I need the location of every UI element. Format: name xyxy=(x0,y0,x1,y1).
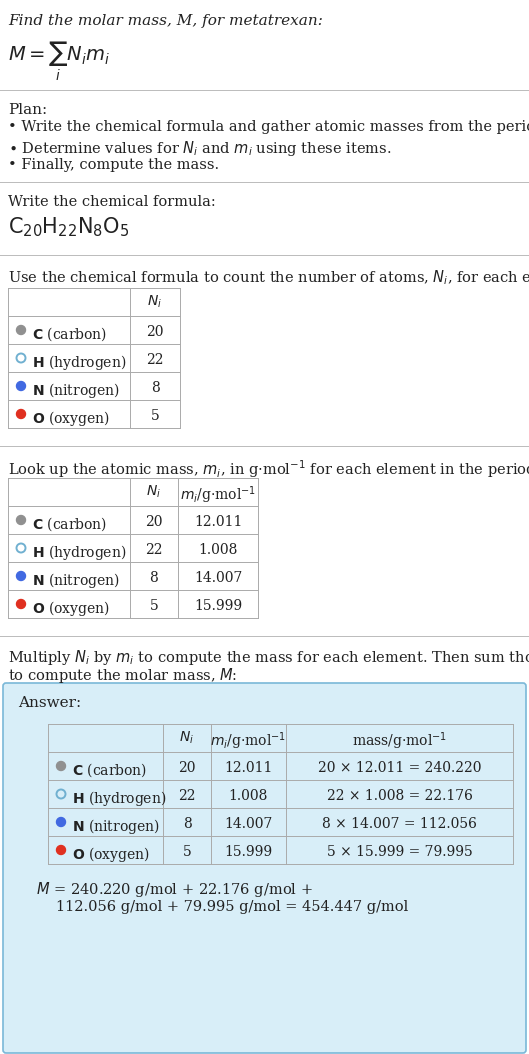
Text: $\bf{O}$ (oxygen): $\bf{O}$ (oxygen) xyxy=(32,409,110,428)
Text: 5: 5 xyxy=(183,845,191,859)
Text: • Finally, compute the mass.: • Finally, compute the mass. xyxy=(8,158,219,172)
Text: $N_i$: $N_i$ xyxy=(147,484,161,501)
Text: 1.008: 1.008 xyxy=(229,789,268,803)
Circle shape xyxy=(57,818,66,826)
Text: 15.999: 15.999 xyxy=(194,599,242,613)
Text: $\bf{N}$ (nitrogen): $\bf{N}$ (nitrogen) xyxy=(32,571,120,590)
Text: Find the molar mass, M, for metatrexan:: Find the molar mass, M, for metatrexan: xyxy=(8,14,323,28)
Text: $M$ = 240.220 g/mol + 22.176 g/mol +: $M$ = 240.220 g/mol + 22.176 g/mol + xyxy=(36,880,313,899)
Text: 22: 22 xyxy=(146,353,164,367)
Text: Look up the atomic mass, $m_i$, in g$\cdot$mol$^{-1}$ for each element in the pe: Look up the atomic mass, $m_i$, in g$\cd… xyxy=(8,458,529,480)
Text: $\bf{N}$ (nitrogen): $\bf{N}$ (nitrogen) xyxy=(32,380,120,401)
Text: $\bf{H}$ (hydrogen): $\bf{H}$ (hydrogen) xyxy=(32,353,126,372)
Text: Write the chemical formula:: Write the chemical formula: xyxy=(8,195,216,209)
Text: $\bf{H}$ (hydrogen): $\bf{H}$ (hydrogen) xyxy=(32,543,126,562)
Text: 8: 8 xyxy=(150,571,158,585)
Text: 12.011: 12.011 xyxy=(224,761,272,775)
Text: $m_i$/g$\cdot$mol$^{-1}$: $m_i$/g$\cdot$mol$^{-1}$ xyxy=(180,484,256,506)
Circle shape xyxy=(16,600,25,608)
Circle shape xyxy=(57,761,66,770)
Text: $\bf{C}$ (carbon): $\bf{C}$ (carbon) xyxy=(72,761,147,779)
Text: 8: 8 xyxy=(183,817,191,831)
Circle shape xyxy=(16,410,25,418)
FancyBboxPatch shape xyxy=(3,683,526,1053)
Text: Use the chemical formula to count the number of atoms, $N_i$, for each element:: Use the chemical formula to count the nu… xyxy=(8,268,529,287)
Text: 22 × 1.008 = 22.176: 22 × 1.008 = 22.176 xyxy=(326,789,472,803)
Circle shape xyxy=(57,845,66,855)
Text: 8 × 14.007 = 112.056: 8 × 14.007 = 112.056 xyxy=(322,817,477,831)
Text: 14.007: 14.007 xyxy=(224,817,272,831)
Text: $M = \sum_i N_i m_i$: $M = \sum_i N_i m_i$ xyxy=(8,40,110,83)
Text: to compute the molar mass, $M$:: to compute the molar mass, $M$: xyxy=(8,666,238,685)
Text: 12.011: 12.011 xyxy=(194,515,242,529)
Text: 20: 20 xyxy=(178,761,196,775)
Circle shape xyxy=(16,515,25,525)
Text: $\bf{O}$ (oxygen): $\bf{O}$ (oxygen) xyxy=(32,599,110,618)
Text: $\mathrm{C_{20}H_{22}N_8O_5}$: $\mathrm{C_{20}H_{22}N_8O_5}$ xyxy=(8,215,130,238)
Text: 15.999: 15.999 xyxy=(224,845,272,859)
Text: $\bf{H}$ (hydrogen): $\bf{H}$ (hydrogen) xyxy=(72,789,166,808)
Text: $m_i$/g$\cdot$mol$^{-1}$: $m_i$/g$\cdot$mol$^{-1}$ xyxy=(211,730,287,752)
Text: $\bf{N}$ (nitrogen): $\bf{N}$ (nitrogen) xyxy=(72,817,160,836)
Text: mass/g$\cdot$mol$^{-1}$: mass/g$\cdot$mol$^{-1}$ xyxy=(352,730,447,752)
Text: 5: 5 xyxy=(150,599,158,613)
Text: 5: 5 xyxy=(151,409,159,423)
Circle shape xyxy=(16,571,25,581)
Text: Plan:: Plan: xyxy=(8,103,47,117)
Text: $\bf{O}$ (oxygen): $\bf{O}$ (oxygen) xyxy=(72,845,150,864)
Text: Answer:: Answer: xyxy=(18,696,81,710)
Text: Multiply $N_i$ by $m_i$ to compute the mass for each element. Then sum those val: Multiply $N_i$ by $m_i$ to compute the m… xyxy=(8,648,529,667)
Circle shape xyxy=(16,382,25,390)
Text: 5 × 15.999 = 79.995: 5 × 15.999 = 79.995 xyxy=(326,845,472,859)
Text: 22: 22 xyxy=(145,543,163,557)
Text: $N_i$: $N_i$ xyxy=(179,730,195,746)
Text: 20 × 12.011 = 240.220: 20 × 12.011 = 240.220 xyxy=(318,761,481,775)
Circle shape xyxy=(16,326,25,334)
Text: $N_i$: $N_i$ xyxy=(148,294,162,310)
Text: 1.008: 1.008 xyxy=(198,543,238,557)
Text: 20: 20 xyxy=(145,515,163,529)
Text: 112.056 g/mol + 79.995 g/mol = 454.447 g/mol: 112.056 g/mol + 79.995 g/mol = 454.447 g… xyxy=(56,900,408,914)
Text: 8: 8 xyxy=(151,380,159,395)
Text: 20: 20 xyxy=(146,325,164,339)
Text: $\bf{C}$ (carbon): $\bf{C}$ (carbon) xyxy=(32,515,107,532)
Text: $\bf{C}$ (carbon): $\bf{C}$ (carbon) xyxy=(32,325,107,343)
Text: • Write the chemical formula and gather atomic masses from the periodic table.: • Write the chemical formula and gather … xyxy=(8,120,529,134)
Text: 22: 22 xyxy=(178,789,196,803)
Text: 14.007: 14.007 xyxy=(194,571,242,585)
Text: $\bullet$ Determine values for $N_i$ and $m_i$ using these items.: $\bullet$ Determine values for $N_i$ and… xyxy=(8,139,391,158)
